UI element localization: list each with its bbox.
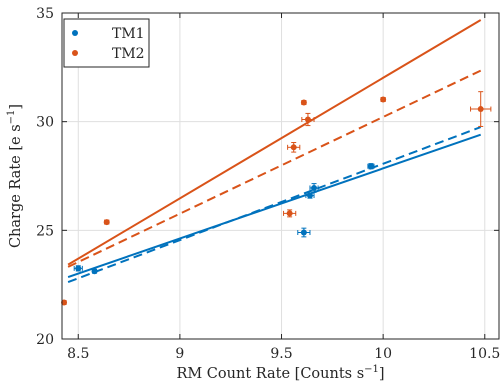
tm2-marker	[304, 116, 311, 123]
tm2-fit-solid-line	[67, 19, 482, 266]
tm2-marker	[380, 96, 387, 103]
y-axis-label: Charge Rate [e s−1]	[6, 104, 24, 248]
tm1-data-point	[297, 227, 311, 238]
tm1-data-point	[309, 183, 319, 193]
data-points-layer	[61, 91, 492, 306]
tm1-marker	[91, 268, 98, 275]
tm2-data-point	[283, 209, 297, 218]
ticks-layer: 8.5 9 9.5 10 10.5 20 25 30 35	[36, 6, 500, 362]
tm2-data-point	[103, 219, 110, 226]
legend-marker-tm2	[72, 50, 78, 56]
y-tick-label: 20	[36, 332, 54, 348]
tm1-data-point	[73, 265, 83, 272]
tm2-marker	[103, 219, 110, 226]
x-axis-label: RM Count Rate [Counts s−1]	[176, 364, 384, 382]
tm2-data-point	[301, 112, 315, 127]
tm1-data-point	[91, 268, 98, 275]
tm1-fit-dashed-line	[67, 126, 482, 283]
y-axis-label-exponent: −1	[6, 110, 17, 125]
y-tick-label: 35	[36, 6, 54, 22]
x-tick-label: 9.5	[270, 346, 292, 362]
tm2-marker	[61, 299, 68, 306]
x-tick-label: 8.5	[67, 346, 89, 362]
legend-box	[63, 18, 150, 68]
y-tick-label: 30	[36, 115, 54, 131]
tm1-fit-solid-line	[67, 133, 482, 279]
tm1-data-point	[305, 192, 315, 199]
tm1-marker	[300, 229, 307, 236]
tm2-marker	[477, 106, 484, 113]
fit-lines-layer	[67, 19, 482, 283]
plot-area-border	[61, 12, 500, 340]
legend-label-tm2: TM2	[112, 46, 145, 62]
tm1-marker	[306, 192, 313, 199]
tm1-marker	[311, 184, 318, 191]
x-tick-label: 9	[175, 346, 184, 362]
x-axis-label-exponent: −1	[364, 364, 379, 375]
tm2-marker	[286, 210, 293, 217]
x-tick-label: 10.5	[469, 346, 500, 362]
x-tick-label: 10	[374, 346, 392, 362]
tm2-marker	[300, 99, 307, 106]
tm2-data-point	[470, 91, 492, 127]
tm2-data-point	[300, 99, 307, 106]
tm1-data-point	[367, 163, 375, 170]
legend-marker-tm1	[72, 30, 78, 36]
tm2-marker	[290, 144, 297, 151]
tm1-marker	[75, 265, 82, 272]
legend-label-tm1: TM1	[112, 26, 145, 42]
tm2-data-point	[380, 96, 387, 103]
tm2-data-point	[287, 142, 301, 153]
tm1-marker	[367, 163, 374, 170]
tm2-fit-dashed-line	[67, 69, 482, 268]
y-tick-label: 25	[36, 223, 54, 239]
